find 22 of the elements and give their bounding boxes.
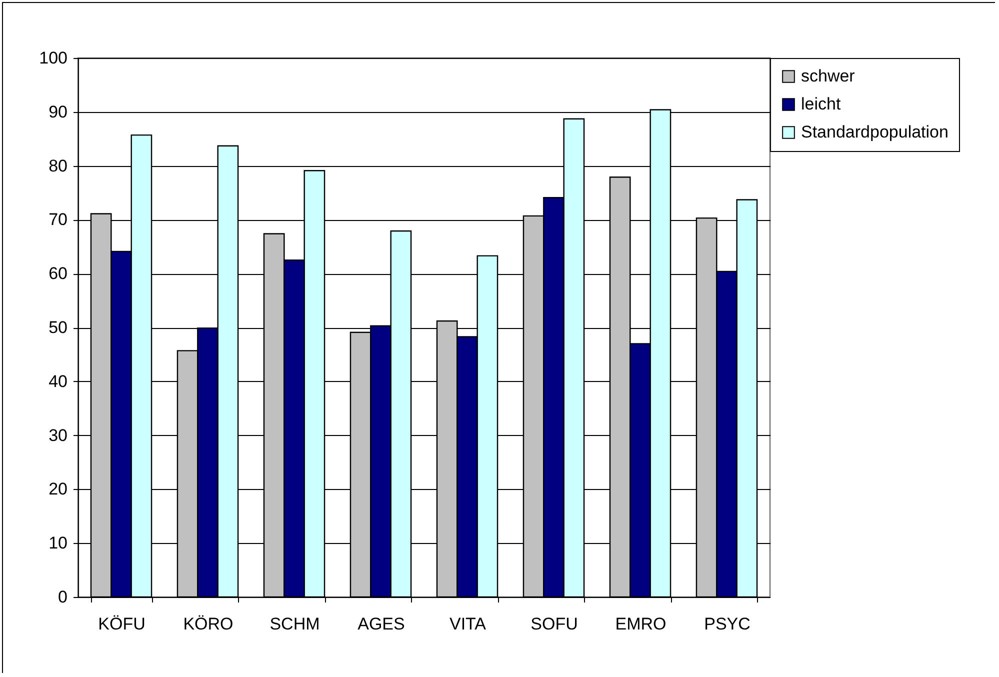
y-tick-label: 10 [48,534,68,553]
x-tick-label: AGES [358,614,405,634]
x-tick-label: VITA [449,614,487,634]
x-tick-label: PSYC [704,614,750,634]
y-tick-label: 0 [58,588,68,606]
legend-label: Standardpopulation [801,122,948,142]
x-tick-label: SOFU [530,614,578,634]
y-tick-label: 90 [48,102,68,122]
y-tick-label: 20 [48,480,68,499]
y-tick-label: 30 [48,426,68,445]
y-tick-label: 40 [48,372,68,391]
x-tick-label: EMRO [615,614,666,634]
y-tick-label: 100 [39,48,68,68]
y-tick-label: 50 [48,318,68,337]
legend-label: schwer [801,66,856,86]
x-tick-label: KÖFU [98,614,146,634]
x-tick-label: SCHM [270,614,320,634]
y-tick-label: 70 [48,210,68,230]
x-tick-label: KÖRO [183,614,234,634]
y-tick-label: 60 [48,264,68,284]
y-tick-label: 80 [48,156,68,176]
legend-label: leicht [801,94,841,114]
